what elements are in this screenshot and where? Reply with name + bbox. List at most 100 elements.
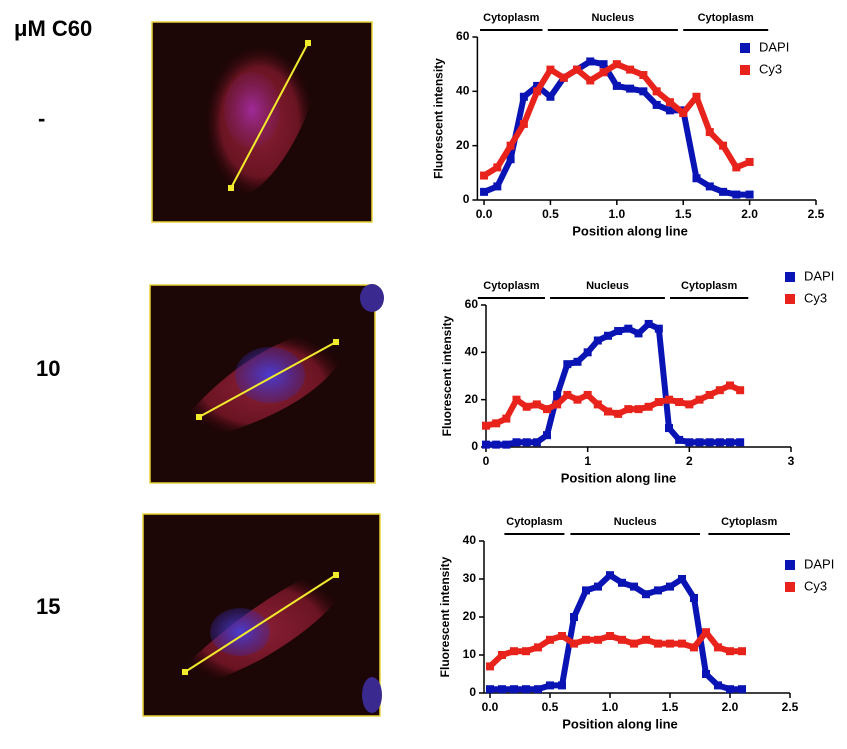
region-label: Nucleus	[591, 12, 634, 24]
data-point	[558, 681, 566, 690]
data-point	[558, 632, 566, 640]
data-point	[738, 647, 746, 656]
y-tick-label: 0	[463, 192, 470, 206]
data-point	[582, 635, 590, 644]
data-point	[502, 440, 511, 449]
x-tick-label: 1	[584, 454, 591, 468]
data-point	[570, 639, 578, 648]
legend-swatch	[740, 65, 750, 75]
data-point	[732, 190, 741, 199]
y-axis-title: Fluorescent intensity	[438, 556, 452, 677]
data-point	[624, 324, 633, 333]
data-point	[553, 400, 562, 409]
data-point	[654, 324, 663, 333]
data-point	[732, 163, 741, 172]
data-point	[498, 651, 506, 659]
data-point	[678, 639, 686, 648]
legend-swatch	[785, 560, 795, 570]
data-point	[572, 65, 581, 74]
data-point	[630, 582, 638, 591]
data-point	[666, 582, 674, 591]
data-point	[480, 187, 489, 196]
data-point	[593, 336, 602, 345]
data-point	[675, 435, 684, 444]
data-point	[614, 409, 623, 418]
data-point	[639, 71, 648, 80]
data-point	[634, 329, 643, 338]
data-point	[654, 639, 662, 648]
data-point	[546, 65, 555, 74]
legend-label: DAPI	[804, 268, 834, 283]
x-tick-label: 3	[788, 454, 795, 468]
data-point	[652, 87, 661, 96]
y-tick-label: 20	[465, 392, 479, 406]
x-tick-label: 1.0	[608, 207, 625, 221]
data-point	[593, 400, 602, 409]
data-point	[583, 390, 592, 399]
data-point	[626, 84, 635, 93]
data-point	[678, 575, 686, 583]
region-label: Cytoplasm	[681, 280, 737, 292]
data-point	[702, 628, 710, 637]
data-point	[630, 639, 638, 648]
y-tick-label: 0	[469, 685, 476, 699]
data-point	[705, 390, 714, 399]
x-tick-label: 2.0	[741, 207, 758, 221]
legend-label: DAPI	[759, 39, 789, 54]
data-point	[665, 106, 674, 115]
x-tick-label: 1.5	[675, 207, 692, 221]
data-point	[675, 398, 684, 407]
data-point	[690, 594, 698, 602]
data-point	[714, 681, 722, 690]
data-point	[705, 128, 714, 137]
data-point	[546, 681, 554, 690]
legend-label: DAPI	[804, 556, 834, 571]
data-point	[493, 182, 502, 191]
data-point	[719, 187, 728, 196]
x-tick-label: 0	[483, 454, 490, 468]
data-point	[480, 171, 489, 180]
legend-label: Cy3	[804, 290, 827, 305]
y-tick-label: 60	[456, 29, 470, 43]
data-point	[618, 578, 626, 587]
data-point	[654, 398, 663, 407]
data-point	[612, 60, 621, 69]
data-point	[604, 331, 612, 340]
data-point	[736, 386, 745, 395]
micrograph	[142, 513, 382, 717]
data-point	[573, 395, 582, 404]
data-point	[582, 586, 590, 595]
data-point	[532, 400, 541, 409]
y-axis-title: Fluorescent intensity	[440, 315, 454, 436]
data-point	[726, 685, 734, 694]
region-label: Cytoplasm	[483, 280, 539, 292]
y-tick-label: 40	[465, 345, 479, 359]
data-point	[702, 670, 710, 678]
data-point	[685, 438, 694, 447]
data-point	[522, 647, 530, 656]
data-point	[533, 87, 542, 96]
data-point	[726, 381, 734, 390]
data-point	[606, 571, 614, 580]
data-point	[583, 348, 592, 357]
x-axis-title: Position along line	[562, 716, 678, 731]
y-tick-label: 40	[463, 533, 477, 547]
micrograph	[151, 21, 373, 223]
data-point	[665, 98, 674, 107]
data-point	[642, 635, 650, 644]
data-point	[690, 643, 698, 652]
data-point	[543, 431, 551, 440]
y-tick-label: 20	[456, 138, 470, 152]
data-point	[736, 438, 745, 447]
legend-label: Cy3	[804, 578, 827, 593]
y-tick-label: 60	[465, 297, 479, 311]
data-point	[614, 327, 623, 336]
data-point	[639, 87, 648, 96]
region-label: Cytoplasm	[698, 12, 754, 24]
data-point	[626, 65, 635, 74]
data-point	[604, 407, 612, 416]
data-point	[714, 643, 722, 652]
data-point	[606, 632, 614, 640]
x-tick-label: 0.0	[476, 207, 493, 221]
